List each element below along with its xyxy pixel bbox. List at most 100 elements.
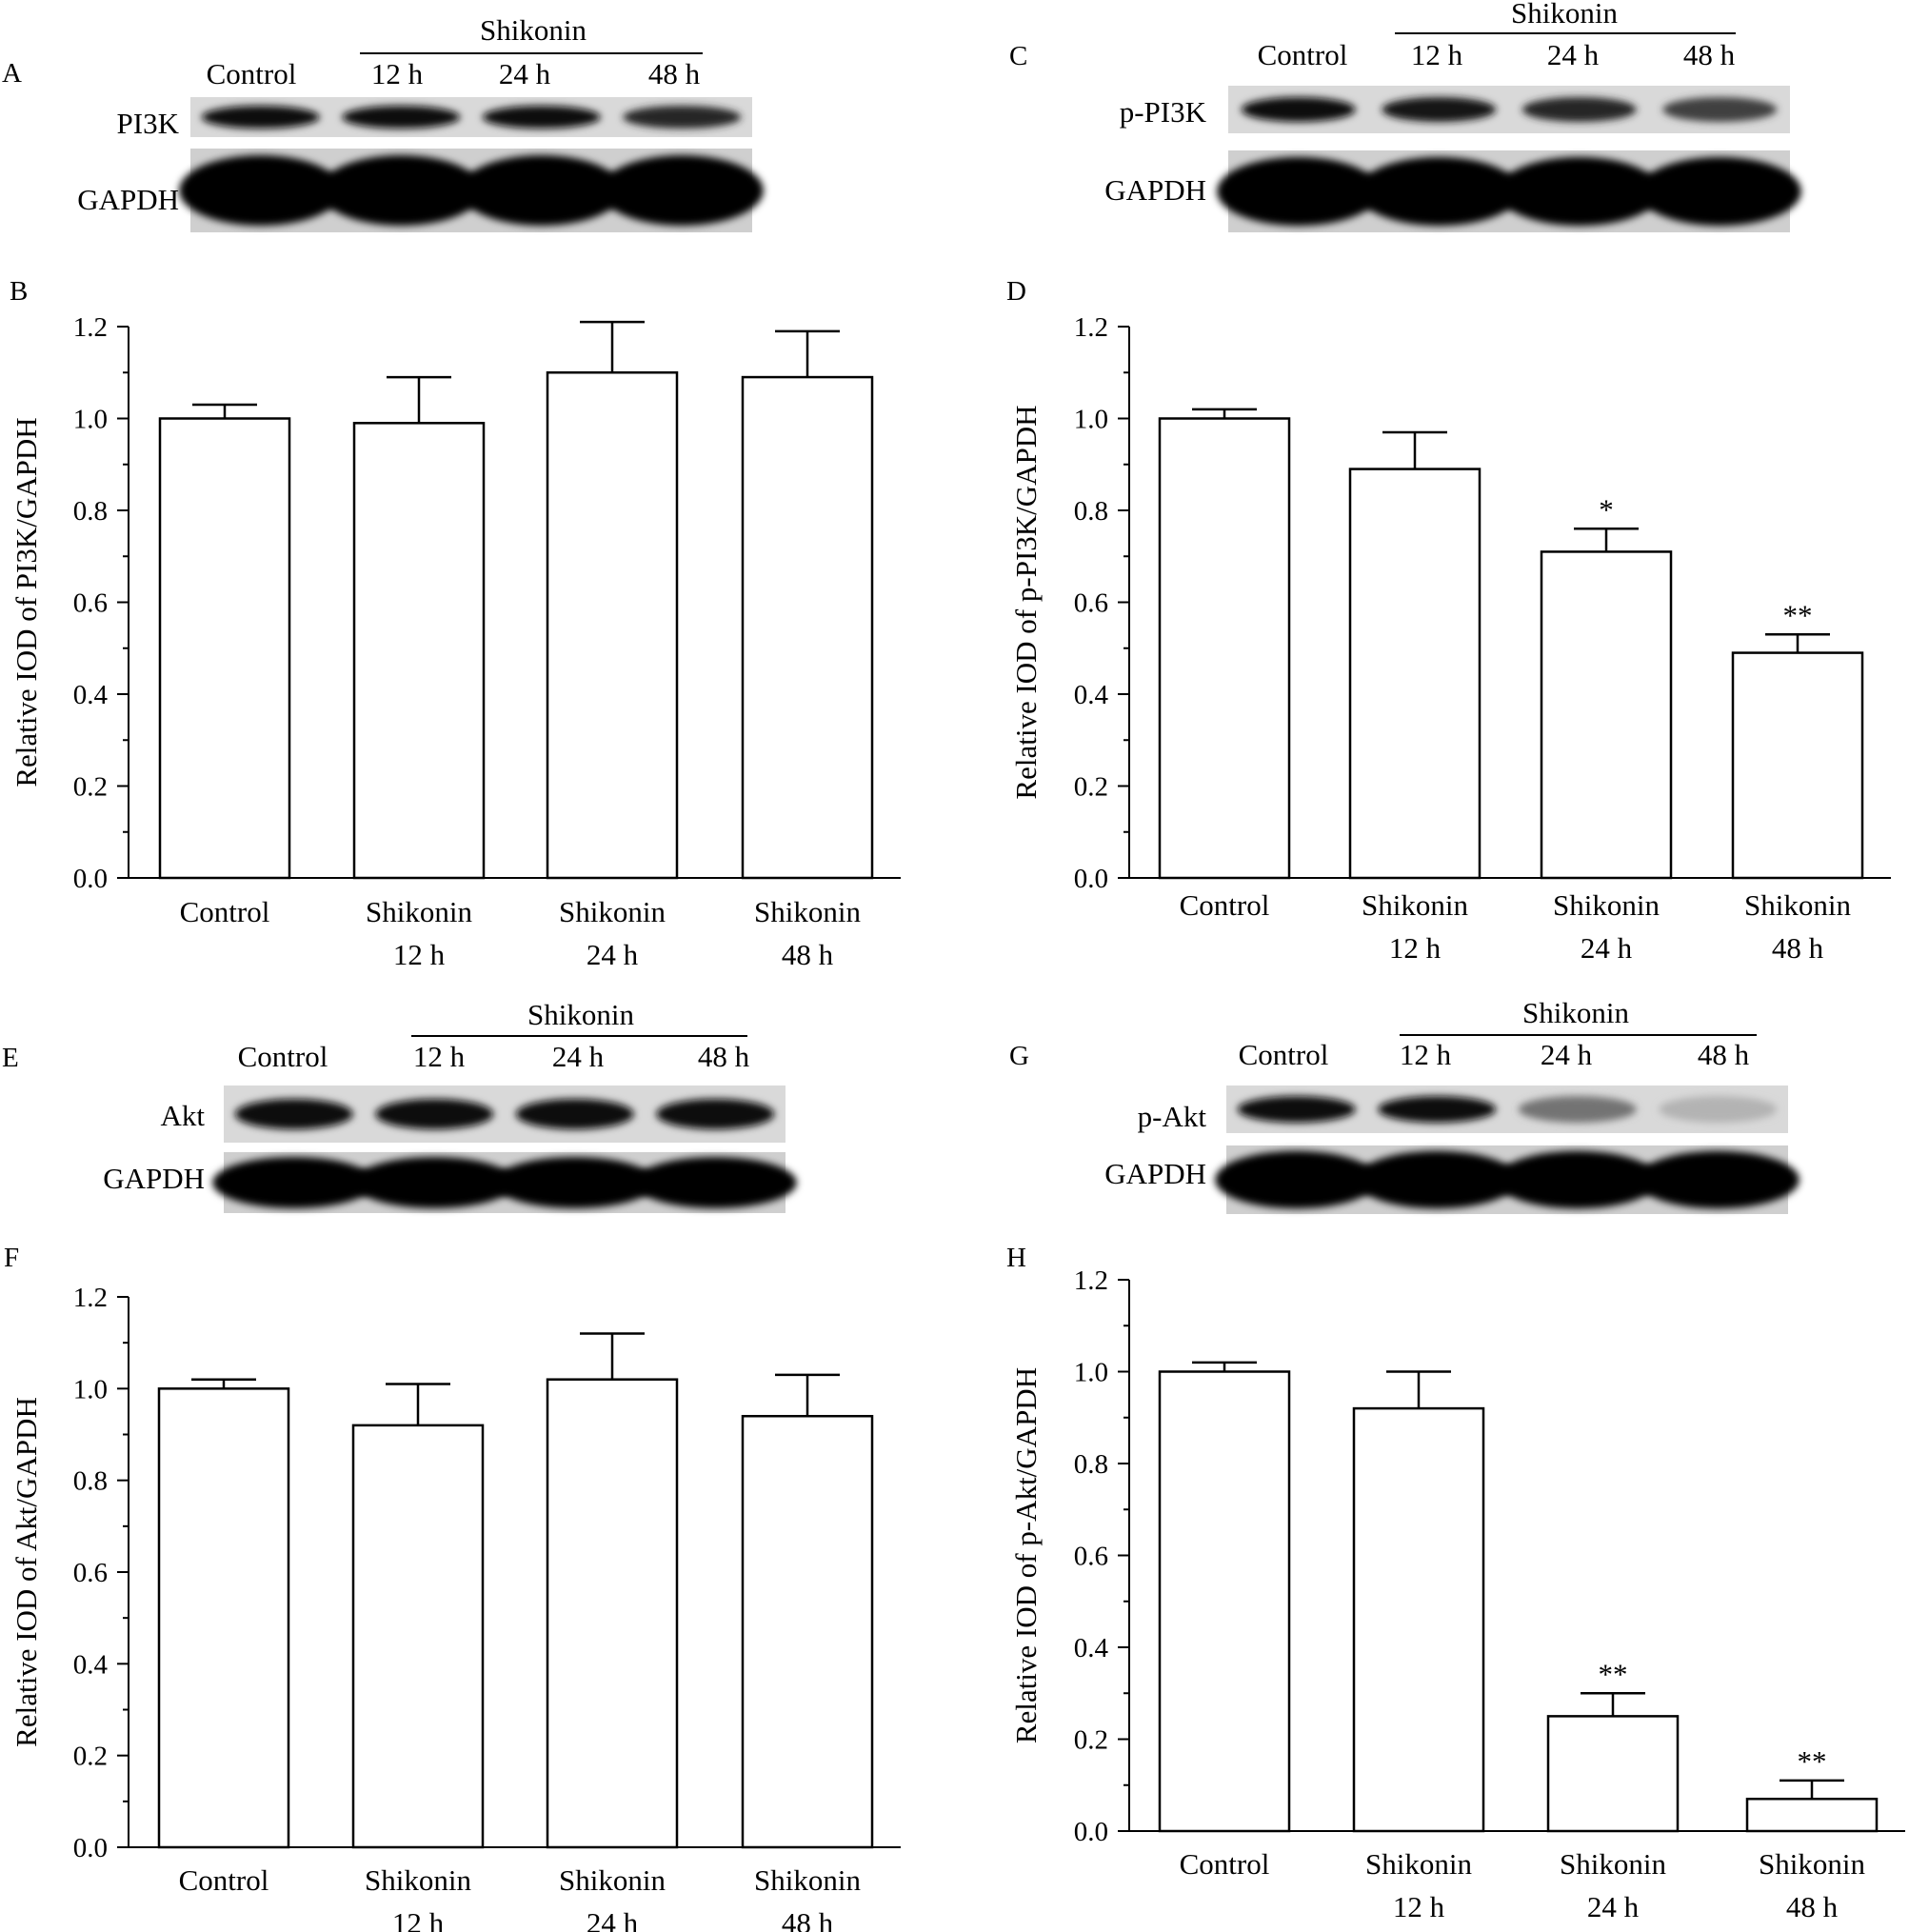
x-category-label: 24 h [587, 938, 639, 971]
lane-label: 12 h [413, 1040, 466, 1073]
lane-label: Control [1258, 38, 1348, 71]
panel-letter: A [2, 58, 22, 89]
chart-panel-h: H 0.0 0.2 0.4 0.6 0.8 1.0 1.2 Relative IOD of p-… [1006, 1243, 1905, 1923]
gapdh-band [1357, 156, 1521, 227]
gapdh-band [1217, 156, 1381, 227]
lane-label: 24 h [1541, 1038, 1593, 1071]
x-category-label: 48 h [782, 1906, 834, 1932]
bar [1158, 417, 1291, 880]
lane-label: Control [207, 57, 297, 90]
y-axis-label: Relative IOD of p-PI3K/GAPDH [1009, 405, 1043, 799]
y-tick-label: 0.8 [73, 496, 108, 527]
y-tick-label: 1.0 [1074, 1358, 1108, 1388]
gapdh-band [179, 155, 343, 226]
gapdh-band [1355, 1150, 1519, 1209]
y-axis-label: Relative IOD of Akt/GAPDH [10, 1397, 43, 1747]
panel-letter: B [10, 276, 28, 307]
lane-label: 24 h [499, 57, 551, 90]
x-category-label: Shikonin [1553, 888, 1660, 922]
protein-band [234, 1099, 353, 1129]
shikonin-group-label: Shikonin [1511, 0, 1618, 30]
bar [741, 375, 874, 880]
gapdh-band [460, 155, 624, 226]
lane-label: 12 h [371, 57, 424, 90]
gapdh-band [1496, 1150, 1660, 1209]
protein-band [623, 106, 742, 129]
y-tick-label: 0.8 [1074, 496, 1108, 527]
y-tick-label: 1.2 [1074, 312, 1108, 343]
protein-band [1382, 97, 1497, 122]
shikonin-group-label: Shikonin [1522, 996, 1629, 1029]
significance-marker: ** [1783, 598, 1813, 631]
x-category-label: Control [179, 1863, 269, 1897]
x-category-label: Shikonin [559, 895, 666, 928]
blot-panel-a: A Shikonin Control 12 h 24 h 48 h PI3K GAPDH [2, 13, 764, 232]
y-tick-label: 1.0 [73, 405, 108, 435]
x-category-label: Control [1180, 888, 1270, 922]
y-tick-label: 0.4 [1074, 1633, 1109, 1663]
protein-band [1521, 97, 1637, 122]
x-category-label: Shikonin [1759, 1847, 1865, 1881]
protein-band [482, 106, 601, 129]
panel-letter: D [1006, 276, 1026, 307]
y-tick-label: 0.6 [1074, 1542, 1108, 1572]
significance-marker: ** [1599, 1657, 1628, 1690]
bar [1745, 1797, 1879, 1833]
shikonin-group-label: Shikonin [527, 998, 634, 1031]
gapdh-band [1498, 156, 1661, 227]
x-category-label: Shikonin [365, 1863, 471, 1897]
y-tick-label: 1.0 [73, 1374, 108, 1404]
chart-panel-d: D 0.0 0.2 0.4 0.6 0.8 1.0 1.2 Relative IOD of p-… [1006, 276, 1891, 965]
y-tick-label: 0.6 [73, 1558, 108, 1588]
gapdh-band [1638, 156, 1801, 227]
bar [546, 1378, 679, 1849]
protein-band [515, 1099, 634, 1129]
protein-band [1378, 1096, 1497, 1123]
panel-letter: E [2, 1043, 19, 1073]
protein-label: Akt [161, 1099, 206, 1132]
x-category-label: 24 h [1587, 1890, 1640, 1923]
loading-control-label: GAPDH [77, 183, 179, 216]
lane-label: 24 h [552, 1040, 605, 1073]
gapdh-band [633, 1157, 797, 1208]
lane-label: 48 h [1683, 38, 1736, 71]
x-category-label: Shikonin [1560, 1847, 1666, 1881]
chart-panel-f: F 0.0 0.2 0.4 0.6 0.8 1.0 1.2 Relative IOD of Ak… [4, 1243, 901, 1932]
panel-letter: G [1009, 1041, 1029, 1071]
protein-label: p-PI3K [1120, 95, 1207, 129]
y-axis-label: Relative IOD of p-Akt/GAPDH [1009, 1367, 1043, 1743]
protein-band [375, 1099, 494, 1129]
gapdh-band [319, 155, 483, 226]
bar [351, 1424, 485, 1849]
x-category-label: 12 h [1393, 1890, 1445, 1923]
protein-label: PI3K [117, 107, 180, 140]
significance-marker: ** [1798, 1744, 1827, 1778]
y-tick-label: 0.0 [1074, 864, 1108, 894]
y-tick-label: 0.2 [73, 1742, 108, 1772]
y-axis-label: Relative IOD of PI3K/GAPDH [10, 417, 43, 787]
x-category-label: 12 h [392, 1906, 445, 1932]
panel-letter: C [1009, 41, 1027, 71]
x-category-label: 24 h [1581, 931, 1633, 965]
x-category-label: 48 h [1772, 931, 1824, 965]
bar [1731, 651, 1864, 880]
chart-panel-b: B 0.0 0.2 0.4 0.6 0.8 1.0 1.2 Relative IOD of PI… [10, 276, 901, 971]
gapdh-band [352, 1157, 516, 1208]
gapdh-band [493, 1157, 657, 1208]
bar [157, 1387, 290, 1849]
y-tick-label: 0.8 [73, 1466, 108, 1497]
x-category-label: 12 h [393, 938, 446, 971]
x-category-label: Shikonin [754, 895, 861, 928]
blot-panel-c: C Shikonin Control 12 h 24 h 48 h p-PI3K GAPDH [1009, 0, 1801, 232]
bar [546, 371, 679, 880]
protein-band [1659, 1096, 1778, 1123]
y-tick-label: 0.4 [1074, 680, 1109, 710]
bar [352, 422, 486, 880]
bar [158, 417, 291, 880]
western-blot-layer: A Shikonin Control 12 h 24 h 48 h PI3K GAPDH C Sh… [2, 0, 1801, 1214]
loading-control-label: GAPDH [1104, 1157, 1206, 1190]
protein-band [1241, 97, 1356, 122]
lane-label: 48 h [698, 1040, 750, 1073]
significance-marker: * [1599, 492, 1614, 526]
